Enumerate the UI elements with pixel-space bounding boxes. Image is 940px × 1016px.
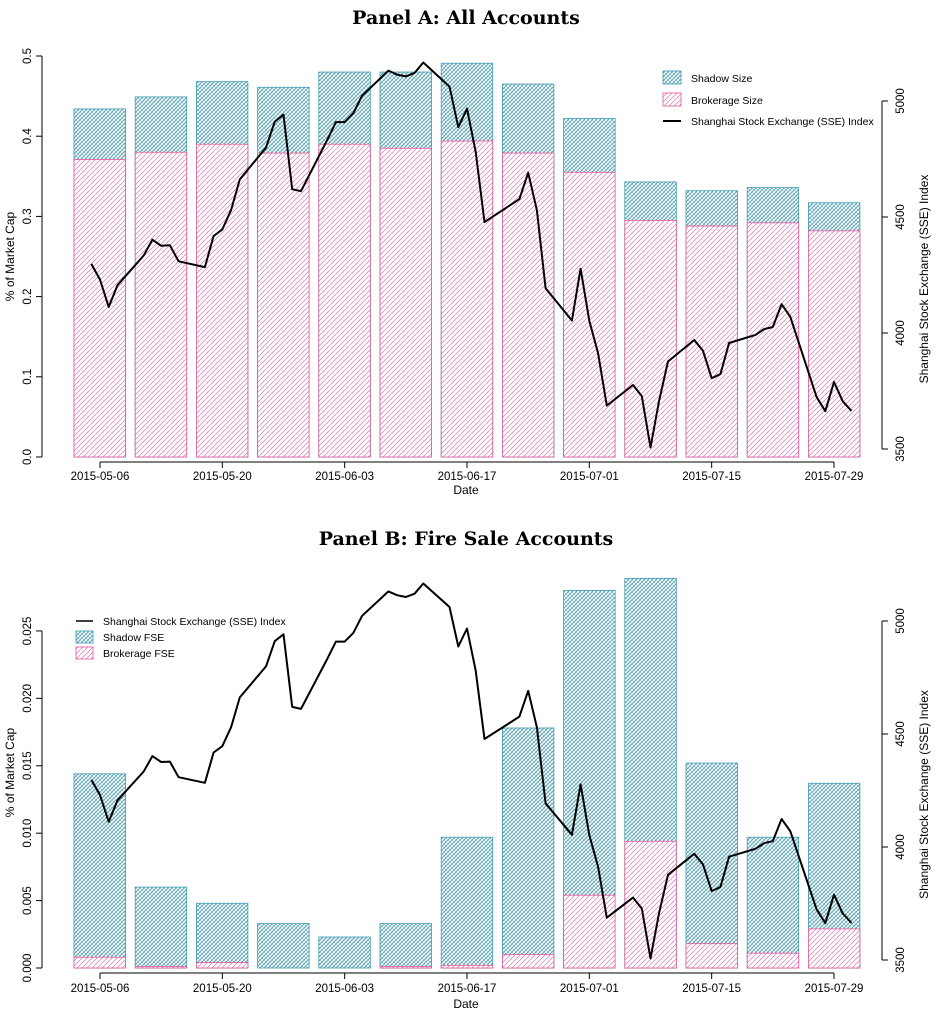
y-tick-label: 0.0 [22, 449, 34, 465]
legend-swatch-shadow [662, 70, 682, 85]
legend-label: Shadow Size [691, 73, 752, 85]
x-tick-label: 2015-07-15 [682, 983, 741, 995]
bar-brokerage [624, 840, 677, 969]
bar-shadow [134, 886, 188, 969]
bar-brokerage [440, 140, 494, 458]
bar-brokerage [134, 966, 188, 969]
legend-label: Shanghai Stock Exchange (SSE) Index [103, 616, 286, 628]
x-tick-label: 2015-06-03 [315, 471, 374, 483]
y-tick-label: 0.1 [22, 369, 34, 385]
bar-shadow [685, 762, 738, 969]
x-tick-label: 2015-06-17 [438, 471, 497, 483]
y-tick-label: 0.3 [22, 208, 34, 224]
x-tick-label: 2015-07-29 [805, 983, 864, 995]
y2-tick-label: 5000 [895, 608, 907, 634]
y-tick-label: 0.010 [22, 819, 34, 848]
bar-shadow [746, 836, 800, 969]
legend-swatch-brokerage [662, 92, 682, 107]
x-axis-label: Date [453, 997, 479, 1011]
bar-brokerage [624, 220, 677, 458]
panel-a-chart: Panel A: All Accounts 0.0 0.1 0.2 0.3 0.4 0.5%… [3, 7, 931, 497]
x-tick-label: 2015-07-01 [560, 983, 619, 995]
x-axis-label: Date [453, 483, 479, 497]
legend-label: Brokerage Size [691, 95, 763, 107]
bar-brokerage [746, 952, 800, 969]
bar-brokerage [379, 147, 432, 458]
y-tick-label: 0.005 [22, 886, 34, 915]
y2-tick-label: 5000 [895, 88, 907, 114]
y-axis-label: % of Market Cap [3, 727, 17, 817]
bar-brokerage [501, 152, 555, 458]
legend-swatch-brokerage [75, 646, 94, 660]
y-tick-label: 0.5 [22, 48, 34, 64]
bar-brokerage [379, 966, 432, 969]
panel-title: Panel B: Fire Sale Accounts [319, 528, 614, 550]
x-tick-label: 2015-05-20 [193, 983, 252, 995]
y-axis-label: % of Market Cap [3, 211, 17, 301]
y2-tick-label: 3500 [895, 436, 907, 462]
bar-brokerage [195, 962, 249, 969]
bar-brokerage [563, 171, 616, 458]
panel-title: Panel A: All Accounts [352, 7, 580, 29]
bar-shadow [501, 727, 555, 969]
bar-shadow [73, 773, 126, 969]
x-tick-label: 2015-05-06 [71, 471, 130, 483]
y-tick-label: 0.025 [22, 617, 34, 646]
bar-brokerage [73, 956, 126, 969]
y-tick-label: 0.000 [22, 954, 34, 983]
x-tick-label: 2015-05-20 [193, 471, 252, 483]
legend-label: Shadow FSE [103, 632, 164, 644]
bar-shadow [379, 923, 432, 969]
sse-index-line [90, 61, 853, 449]
y-tick-label: 0.4 [22, 128, 34, 145]
x-tick-label: 2015-05-06 [71, 983, 130, 995]
y-tick-label: 0.2 [22, 289, 34, 305]
bar-brokerage [808, 928, 861, 969]
y-tick-label: 0.015 [22, 751, 34, 780]
y2-tick-label: 4000 [895, 834, 907, 860]
bar-brokerage [318, 143, 371, 458]
x-tick-label: 2015-07-29 [805, 471, 864, 483]
y-tick-label: 0.020 [22, 684, 34, 713]
y2-tick-label: 4000 [895, 320, 907, 346]
bar-brokerage [808, 230, 861, 458]
y2-axis-label: Shanghai Stock Exchange (SSE) Index [917, 690, 931, 899]
y2-tick-label: 4500 [895, 721, 907, 747]
x-tick-label: 2015-06-17 [438, 983, 497, 995]
y2-tick-label: 4500 [895, 204, 907, 230]
bar-shadow [440, 836, 494, 969]
y2-tick-label: 3500 [895, 947, 907, 973]
bar-brokerage [440, 964, 494, 969]
bar-brokerage [195, 143, 249, 458]
x-tick-label: 2015-07-15 [682, 471, 741, 483]
bar-brokerage [501, 954, 555, 969]
legend-label: Shanghai Stock Exchange (SSE) Index [691, 116, 874, 128]
bar-shadow [318, 936, 371, 969]
bar-brokerage [685, 943, 738, 969]
legend-swatch-shadow [75, 630, 94, 644]
bar-brokerage [134, 151, 188, 458]
bar-brokerage [257, 152, 310, 458]
x-tick-label: 2015-07-01 [560, 471, 619, 483]
y2-axis-label: Shanghai Stock Exchange (SSE) Index [917, 175, 931, 384]
bar-brokerage [746, 222, 800, 458]
legend-label: Brokerage FSE [103, 648, 175, 660]
bar-shadow [195, 902, 249, 969]
x-tick-label: 2015-06-03 [315, 983, 374, 995]
bar-shadow [257, 923, 310, 969]
panel-b-chart: Panel B: Fire Sale Accounts 0.000 0.005 0.0… [3, 528, 931, 1011]
bar-brokerage [563, 894, 616, 969]
bar-brokerage [73, 159, 126, 458]
sse-index-line [90, 582, 853, 960]
